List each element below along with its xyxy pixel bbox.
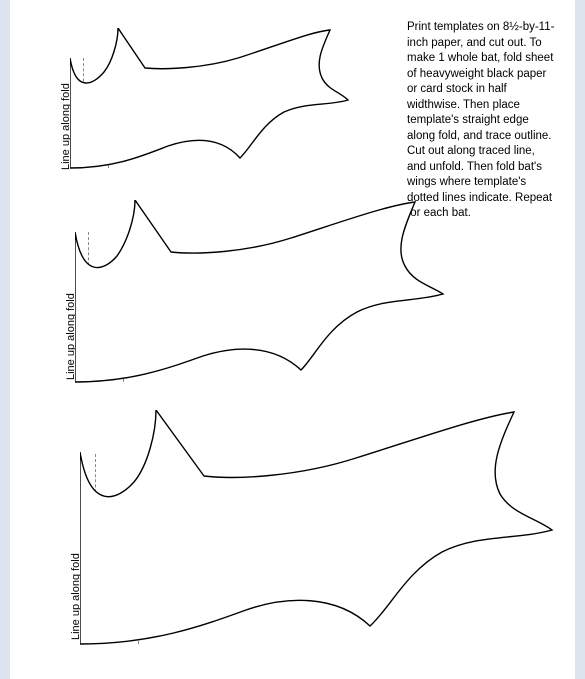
bat-outline-small: [70, 28, 350, 173]
instructions-text: Print templates on 8½-by-11-inch paper, …: [407, 20, 555, 222]
bat-outline-large: [80, 410, 560, 650]
bat-outline-medium: [75, 200, 455, 385]
template-page: Print templates on 8½-by-11-inch paper, …: [10, 0, 575, 679]
